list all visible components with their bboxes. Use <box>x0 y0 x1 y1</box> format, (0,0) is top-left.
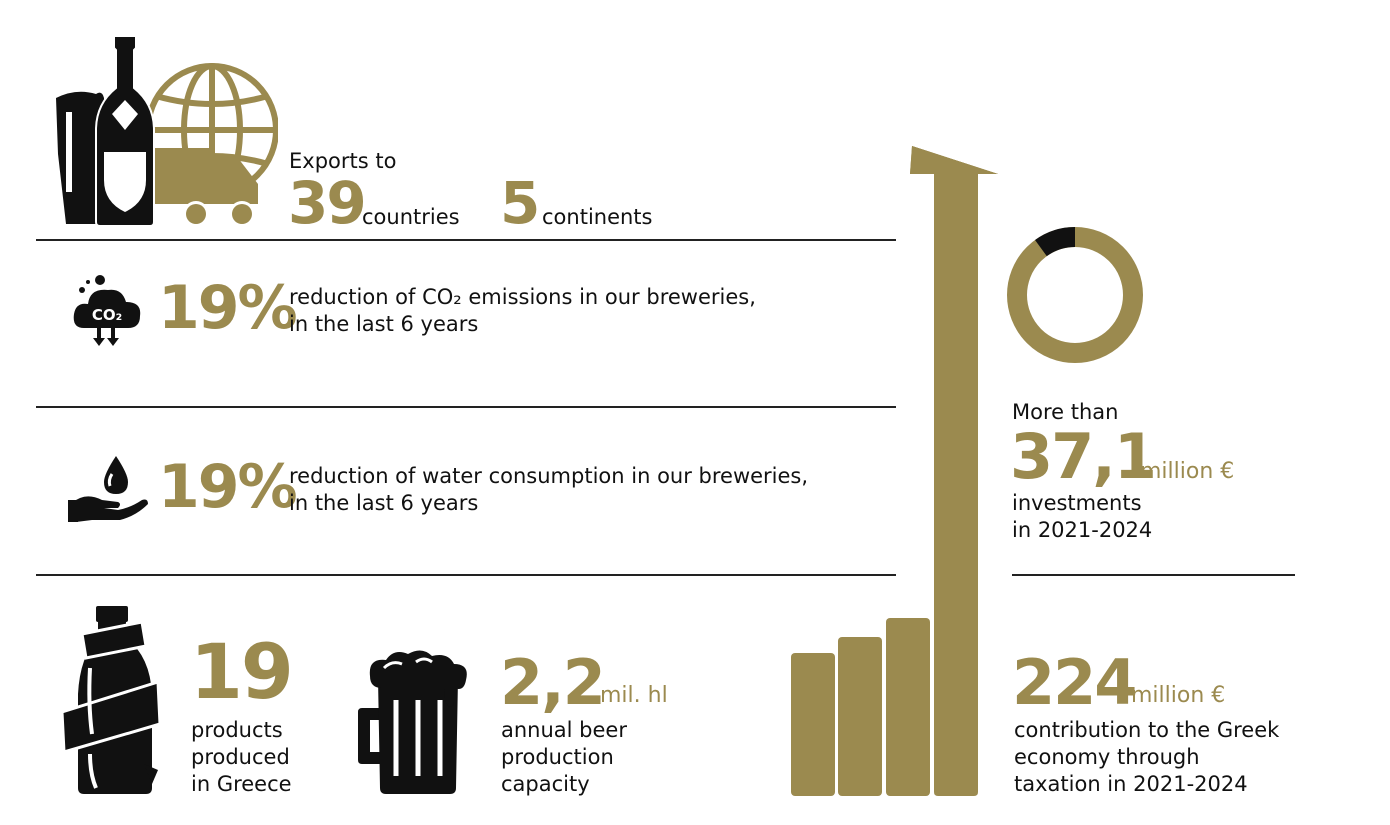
capacity-value: 2,2 <box>500 646 606 719</box>
growth-bars-arrow-icon <box>791 146 998 796</box>
divider <box>36 239 896 241</box>
water-line1: reduction of water consumption in our br… <box>289 464 809 488</box>
taxation-unit: million € <box>1131 683 1226 708</box>
divider <box>1012 574 1295 576</box>
capacity-line1: annual beer <box>501 718 627 742</box>
taxation-line3: taxation in 2021-2024 <box>1014 772 1248 796</box>
co2-icon-text: CO₂ <box>92 306 122 324</box>
investments-unit: million € <box>1140 459 1235 484</box>
products-line3: in Greece <box>191 772 292 796</box>
taxation-line1: contribution to the Greek <box>1014 718 1280 742</box>
capacity-line2: production <box>501 745 614 769</box>
bottle-ribbon-icon <box>60 606 162 794</box>
exports-continents-value: 5 <box>500 169 540 237</box>
taxation-value: 224 <box>1012 646 1137 719</box>
products-value: 19 <box>190 627 294 716</box>
water-value: 19% <box>158 452 298 522</box>
capacity-line3: capacity <box>501 772 590 796</box>
capacity-unit: mil. hl <box>600 683 668 708</box>
taxation-line2: economy through <box>1014 745 1200 769</box>
exports-countries-value: 39 <box>288 169 367 237</box>
exports-countries-label: countries <box>362 205 460 229</box>
investments-line2: in 2021-2024 <box>1012 518 1153 542</box>
investments-value: 37,1 <box>1010 420 1157 493</box>
investments-line1: investments <box>1012 491 1142 515</box>
co2-line2: in the last 6 years <box>289 312 479 336</box>
exports-label: Exports to <box>289 149 397 173</box>
beer-mug-icon <box>358 650 467 794</box>
donut-chart-icon <box>1007 227 1143 363</box>
water-line2: in the last 6 years <box>289 491 479 515</box>
water-drop-hand-icon <box>68 456 148 522</box>
exports-continents-label: continents <box>542 205 653 229</box>
beer-bottle-glass-globe-truck-icon <box>56 35 278 227</box>
donut-dark-segment <box>1035 227 1076 257</box>
products-line1: products <box>191 718 283 742</box>
divider <box>36 574 896 576</box>
divider <box>36 406 896 408</box>
co2-line1: reduction of CO₂ emissions in our brewer… <box>289 285 756 309</box>
products-line2: produced <box>191 745 290 769</box>
co2-value: 19% <box>158 273 298 343</box>
co2-cloud-icon: CO₂ <box>73 275 141 346</box>
investments-prefix: More than <box>1012 400 1119 424</box>
